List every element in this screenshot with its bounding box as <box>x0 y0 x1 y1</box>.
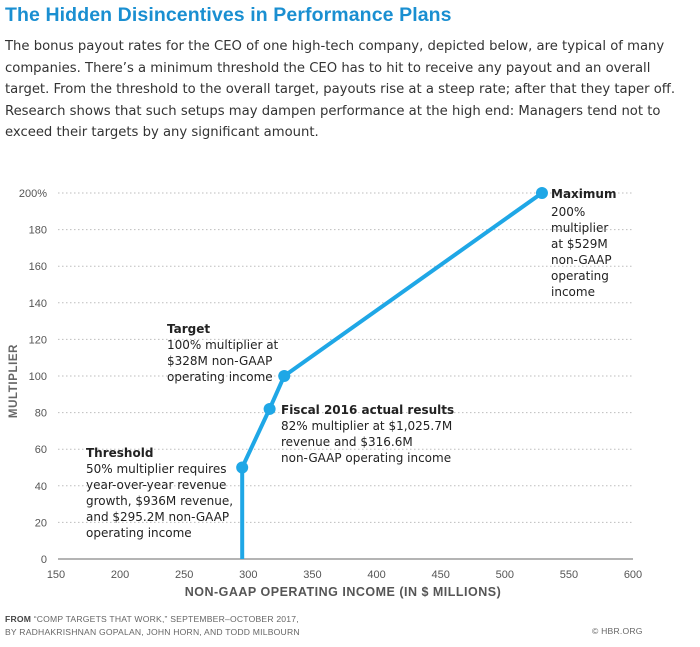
annotation-fiscal-2016-line: 82% multiplier at $1,025.7M <box>281 419 452 433</box>
annotation-maximum-line: at $529M <box>551 237 608 251</box>
y-tick-label: 20 <box>35 517 47 529</box>
annotation-target-line: $328M non-GAAP <box>167 354 272 368</box>
annotation-threshold-line: growth, $936M revenue, <box>86 494 233 508</box>
y-tick-label: 40 <box>35 481 47 493</box>
y-tick-label: 0 <box>41 554 47 566</box>
annotation-target-line: operating income <box>167 370 273 384</box>
annotation-threshold-line: 50% multiplier requires <box>86 462 226 476</box>
annotation-maximum-line: non-GAAP <box>551 253 612 267</box>
annotation-threshold-line: and $295.2M non-GAAP <box>86 510 229 524</box>
y-axis-label: MULTIPLIER <box>8 344 20 418</box>
x-tick-label: 500 <box>496 569 514 581</box>
x-tick-label: 300 <box>239 569 257 581</box>
x-tick-label: 250 <box>175 569 193 581</box>
x-axis-label: NON-GAAP OPERATING INCOME (IN $ MILLIONS… <box>185 585 502 599</box>
markers <box>236 187 548 474</box>
source-line-2: BY RADHAKRISHNAN GOPALAN, JOHN HORN, AND… <box>5 627 300 637</box>
annotation-threshold-line: operating income <box>86 526 192 540</box>
y-tick-label: 100 <box>29 371 47 383</box>
data-point <box>535 187 548 199</box>
x-tick-label: 150 <box>47 569 65 581</box>
annotation-fiscal-2016: Fiscal 2016 actual results 82% multiplie… <box>281 403 454 465</box>
data-point <box>278 370 291 382</box>
annotation-threshold-title: Threshold <box>86 446 153 460</box>
y-tick-label: 80 <box>35 408 47 420</box>
y-tick-label: 140 <box>29 298 47 310</box>
y-tick-label: 160 <box>29 261 47 273</box>
y-tick-label: 200% <box>19 188 47 200</box>
headline: The Hidden Disincentives in Performance … <box>5 4 452 26</box>
annotation-maximum: Maximum 200% multiplier at $529M non-GAA… <box>551 187 616 299</box>
hbr-credit: © HBR.ORG <box>592 626 643 636</box>
annotation-maximum-line: income <box>551 285 595 299</box>
x-tick-label: 550 <box>560 569 578 581</box>
annotation-maximum-title: Maximum <box>551 187 616 201</box>
y-tick-label: 180 <box>29 225 47 237</box>
x-tick-label: 400 <box>367 569 385 581</box>
annotation-threshold-line: year-over-year revenue <box>86 478 226 492</box>
x-tick-label: 450 <box>431 569 449 581</box>
y-axis-ticks: 0 20 40 60 80 100 120 140 160 180 200% <box>19 188 47 566</box>
x-axis-ticks: 150 200 250 300 350 400 450 500 550 600 <box>47 569 642 581</box>
annotation-target: Target 100% multiplier at $328M non-GAAP… <box>167 322 279 384</box>
source-note: FROM “COMP TARGETS THAT WORK,” SEPTEMBER… <box>5 613 300 639</box>
x-tick-label: 350 <box>303 569 321 581</box>
annotation-fiscal-2016-title: Fiscal 2016 actual results <box>281 403 454 417</box>
annotation-maximum-line: multiplier <box>551 221 608 235</box>
annotation-fiscal-2016-line: revenue and $316.6M <box>281 435 413 449</box>
annotation-threshold: Threshold 50% multiplier requires year-o… <box>86 446 233 540</box>
x-tick-label: 200 <box>111 569 129 581</box>
y-tick-label: 60 <box>35 444 47 456</box>
intro-paragraph: The bonus payout rates for the CEO of on… <box>5 39 676 140</box>
data-point <box>263 402 276 415</box>
data-point <box>236 461 249 474</box>
gridlines <box>58 192 633 560</box>
source-line-1: “COMP TARGETS THAT WORK,” SEPTEMBER–OCTO… <box>33 614 299 624</box>
annotation-target-line: 100% multiplier at <box>167 338 279 352</box>
annotation-maximum-line: operating <box>551 269 609 283</box>
y-tick-label: 120 <box>29 334 47 346</box>
source-label: FROM <box>5 614 32 624</box>
annotation-fiscal-2016-line: non-GAAP operating income <box>281 451 451 465</box>
x-tick-label: 600 <box>624 569 642 581</box>
annotation-maximum-line: 200% <box>551 205 585 219</box>
annotation-target-title: Target <box>167 322 210 336</box>
